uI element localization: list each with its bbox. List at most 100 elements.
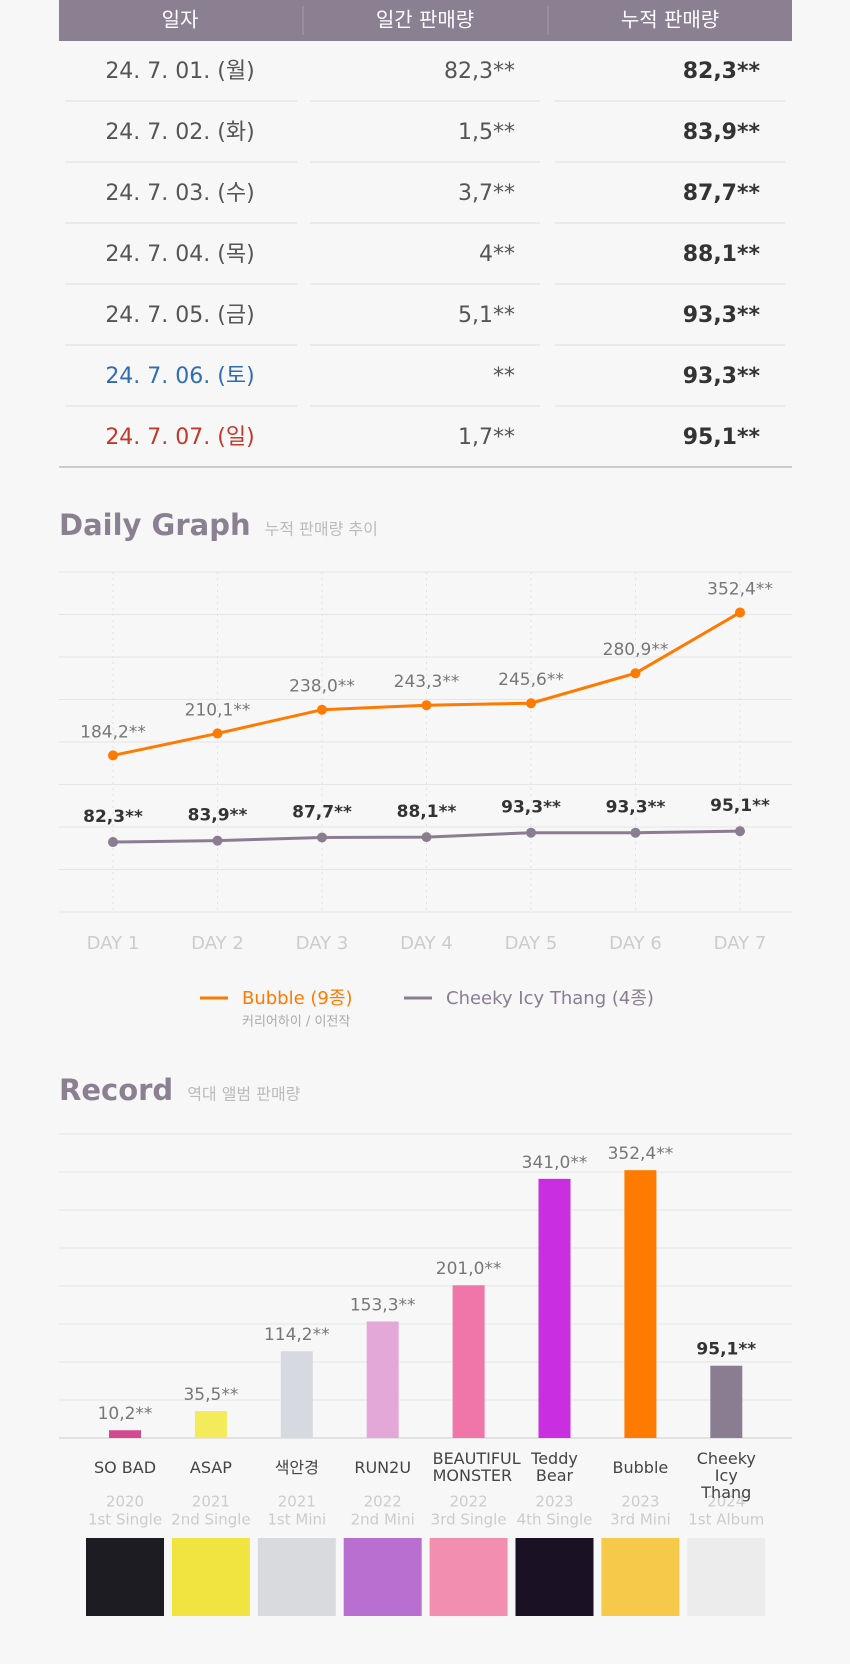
point bbox=[630, 668, 641, 679]
album-year: 2021 bbox=[278, 1493, 316, 1511]
bar bbox=[538, 1178, 571, 1438]
value-label: 153,3** bbox=[350, 1295, 416, 1315]
x-tick-label: Cheeky Icy Thang bbox=[696, 1449, 756, 1502]
table-header-cell: 누적 판매량 bbox=[621, 8, 719, 32]
table-header bbox=[59, 0, 792, 41]
total-cell: 82,3** bbox=[683, 59, 761, 84]
daily-cell: 1,5** bbox=[458, 120, 515, 145]
x-tick-label: DAY 7 bbox=[714, 933, 767, 954]
album-edition: 1st Album bbox=[688, 1511, 764, 1529]
date-cell: 24. 7. 05. (금) bbox=[105, 303, 254, 328]
legend-label: Cheeky Icy Thang (4종) bbox=[446, 988, 654, 1009]
x-tick-label: Teddy Bear bbox=[531, 1449, 578, 1485]
point bbox=[421, 832, 432, 843]
value-label: 82,3** bbox=[83, 807, 143, 827]
point bbox=[108, 837, 118, 848]
x-tick-label: ASAP bbox=[189, 1458, 232, 1477]
value-label: 114,2** bbox=[264, 1325, 330, 1345]
album-year: 2022 bbox=[364, 1493, 402, 1511]
value-label: 184,2** bbox=[80, 722, 146, 742]
daily-cell: 1,7** bbox=[458, 425, 515, 450]
bar bbox=[280, 1351, 313, 1438]
album-year: 2021 bbox=[192, 1493, 230, 1511]
section-subtitle: 누적 판매량 추이 bbox=[265, 520, 378, 539]
table-header-cell: 일간 판매량 bbox=[376, 8, 474, 32]
point bbox=[735, 826, 745, 837]
album-cover bbox=[86, 1538, 164, 1616]
point bbox=[735, 607, 745, 618]
x-tick-label: SO BAD bbox=[93, 1458, 157, 1477]
value-label: 210,1** bbox=[185, 700, 251, 720]
bar bbox=[452, 1285, 485, 1438]
point bbox=[630, 827, 641, 838]
point bbox=[317, 704, 327, 715]
daily-cell: 3,7** bbox=[458, 181, 515, 206]
x-tick-label: RUN2U bbox=[354, 1458, 412, 1477]
album-cover bbox=[515, 1538, 594, 1616]
album-year: 2023 bbox=[621, 1493, 659, 1511]
total-cell: 83,9** bbox=[683, 120, 761, 145]
total-cell: 88,1** bbox=[683, 242, 761, 267]
album-year: 2024 bbox=[707, 1493, 745, 1511]
album-year: 2020 bbox=[106, 1493, 144, 1511]
x-tick-label: DAY 3 bbox=[296, 933, 349, 954]
daily-cell: ** bbox=[493, 364, 515, 389]
value-label: 83,9** bbox=[188, 806, 248, 826]
x-tick-label: DAY 1 bbox=[87, 933, 140, 954]
album-cover bbox=[601, 1538, 680, 1616]
value-label: 245,6** bbox=[498, 670, 564, 690]
date-cell: 24. 7. 02. (화) bbox=[105, 120, 254, 145]
album-year: 2022 bbox=[450, 1493, 488, 1511]
album-edition: 3rd Mini bbox=[610, 1511, 671, 1529]
daily-cell: 82,3** bbox=[444, 59, 515, 84]
section-subtitle: 역대 앨범 판매량 bbox=[187, 1085, 300, 1104]
album-edition: 4th Single bbox=[517, 1511, 593, 1529]
point bbox=[212, 835, 223, 846]
bar bbox=[366, 1321, 399, 1438]
album-edition: 1st Mini bbox=[267, 1511, 326, 1529]
value-label: 93,3** bbox=[606, 798, 666, 818]
total-cell: 95,1** bbox=[683, 425, 761, 450]
legend-annotation: 커리어하이 / 이전작 bbox=[242, 1015, 350, 1030]
value-label: 10,2** bbox=[98, 1404, 153, 1424]
x-tick-label: DAY 5 bbox=[505, 933, 558, 954]
x-tick-label: Bubble bbox=[612, 1458, 669, 1477]
point bbox=[526, 698, 536, 709]
album-cover bbox=[257, 1538, 336, 1616]
album-year: 2023 bbox=[535, 1493, 573, 1511]
date-cell: 24. 7. 07. (일) bbox=[105, 425, 254, 450]
point bbox=[108, 750, 118, 761]
value-label: 352,4** bbox=[707, 579, 773, 599]
album-cover bbox=[343, 1538, 422, 1616]
date-cell: 24. 7. 01. (월) bbox=[105, 59, 254, 84]
album-cover bbox=[687, 1538, 766, 1616]
x-tick-label: BEAUTIFUL MONSTER bbox=[432, 1449, 521, 1485]
x-tick-label: DAY 2 bbox=[191, 933, 244, 954]
value-label: 95,1** bbox=[710, 796, 770, 816]
value-label: 238,0** bbox=[289, 677, 355, 697]
value-label: 243,3** bbox=[394, 672, 460, 692]
section-title: Daily Graph bbox=[59, 508, 251, 542]
bar bbox=[710, 1365, 743, 1438]
date-cell: 24. 7. 04. (목) bbox=[105, 242, 254, 267]
x-tick-label: 색안경 bbox=[274, 1458, 319, 1477]
total-cell: 87,7** bbox=[683, 181, 761, 206]
album-edition: 3rd Single bbox=[431, 1511, 507, 1529]
album-edition: 2nd Single bbox=[171, 1511, 250, 1529]
point bbox=[526, 827, 536, 838]
daily-cell: 5,1** bbox=[458, 303, 515, 328]
value-label: 88,1** bbox=[397, 802, 457, 822]
total-cell: 93,3** bbox=[683, 303, 761, 328]
total-cell: 93,3** bbox=[683, 364, 761, 389]
bar bbox=[624, 1170, 657, 1438]
legend-label: Bubble (9종) bbox=[242, 988, 352, 1009]
album-cover bbox=[429, 1538, 508, 1616]
value-label: 341,0** bbox=[522, 1153, 588, 1173]
album-edition: 1st Single bbox=[88, 1511, 162, 1529]
date-cell: 24. 7. 06. (토) bbox=[105, 364, 254, 389]
value-label: 93,3** bbox=[501, 798, 561, 818]
point bbox=[317, 832, 327, 843]
value-label: 352,4** bbox=[608, 1144, 674, 1164]
